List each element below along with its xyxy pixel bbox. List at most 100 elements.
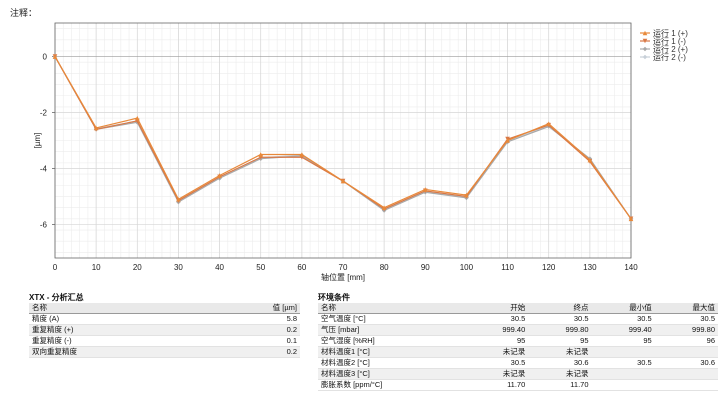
summary-body: 精度 (A) 5.8 重复精度 (+) 0.2 重复精度 (-) 0.1 双向重复精度 0.2: [29, 313, 300, 358]
data-point: [628, 216, 634, 222]
data-point: [93, 125, 99, 131]
table-cell: 95: [591, 335, 655, 347]
data-point: [587, 157, 593, 163]
table-cell: [591, 368, 655, 380]
table-cell: [591, 346, 655, 358]
x-tick-label: 10: [92, 263, 101, 272]
table-cell: [654, 379, 718, 391]
table-row: 重复精度 (-) 0.1: [29, 335, 300, 347]
table-row: 精度 (A) 5.8: [29, 313, 300, 325]
x-tick-label: 40: [215, 263, 224, 272]
data-point: [381, 205, 387, 210]
x-tick-label: 90: [421, 263, 430, 272]
x-tick-label: 60: [297, 263, 306, 272]
environment-header-row: 名称 开始 终点 最小值 最大值: [318, 303, 718, 314]
table-cell: 0.1: [198, 335, 300, 347]
legend-label: 运行 1 (-): [653, 36, 686, 46]
table-cell: 95: [465, 335, 529, 347]
table-cell: 30.5: [528, 313, 592, 325]
table-cell: 气压 [mbar]: [318, 324, 466, 336]
data-point: [258, 152, 264, 157]
table-cell: 未记录: [528, 346, 592, 358]
notes-label: 注释：: [10, 8, 38, 18]
table-row: 材料温度1 [°C] 未记录 未记录: [318, 346, 718, 358]
table-row: 材料温度2 [°C] 30.5 30.6 30.5 30.6: [318, 357, 718, 369]
table-cell: 30.5: [591, 313, 655, 325]
summary-title: XTX - 分析汇总: [29, 293, 84, 302]
table-cell: 未记录: [465, 346, 529, 358]
legend-label: 运行 1 (+): [653, 28, 688, 38]
data-point: [299, 152, 305, 157]
table-cell: 11.70: [528, 379, 592, 391]
legend-marker: [642, 38, 648, 44]
data-point: [176, 196, 181, 202]
legend-marker: [642, 54, 648, 60]
x-tick-label: 140: [624, 263, 638, 272]
legend-marker: [642, 30, 648, 36]
table-cell: 材料温度2 [°C]: [318, 357, 466, 369]
table-row: 膨胀系数 [ppm/°C] 11.70 11.70: [318, 379, 718, 391]
column-header: 最大值: [654, 303, 718, 314]
table-cell: 空气湿度 [%RH]: [318, 335, 466, 347]
environment-title: 环境条件: [318, 293, 350, 302]
summary-table: 名称值 [µm] 精度 (A) 5.8 重复精度 (+) 0.2 重复精度 (-) 0.1…: [29, 303, 300, 358]
table-cell: 30.6: [528, 357, 592, 369]
x-tick-label: 50: [256, 263, 265, 272]
column-header: 名称: [318, 303, 466, 314]
x-tick-label: 80: [380, 263, 389, 272]
column-header: 值 [µm]: [198, 303, 300, 314]
table-cell: 96: [654, 335, 718, 347]
line-chart: 0 10 20 30 40 50 60 70 80 90 100 110 120 130 140 0 -2 -4 -…: [33, 22, 688, 282]
legend-label: 运行 2 (+): [653, 44, 688, 54]
y-tick-label: -4: [40, 164, 48, 173]
data-point: [464, 192, 469, 198]
table-cell: 材料温度3 [°C]: [318, 368, 466, 380]
table-cell: 30.5: [591, 357, 655, 369]
table-row: 空气温度 [°C] 30.5 30.5 30.5 30.5: [318, 313, 718, 325]
x-tick-label: 110: [501, 263, 514, 272]
table-cell: 999.80: [654, 324, 718, 336]
table-cell: 空气温度 [°C]: [318, 313, 466, 325]
table-cell: 999.80: [528, 324, 592, 336]
table-cell: 95: [528, 335, 592, 347]
table-cell: 999.40: [465, 324, 529, 336]
y-tick-label: -6: [40, 220, 48, 229]
x-tick-label: 100: [460, 263, 474, 272]
table-cell: 999.40: [591, 324, 655, 336]
x-axis-title: 轴位置 [mm]: [321, 272, 365, 282]
data-point: [546, 121, 552, 127]
plot-frame: [54, 22, 632, 259]
table-cell: 30.5: [465, 313, 529, 325]
data-point: [52, 54, 58, 59]
table-cell: 材料温度1 [°C]: [318, 346, 466, 358]
table-cell: 未记录: [528, 368, 592, 380]
table-row: 空气湿度 [%RH] 95 95 95 96: [318, 335, 718, 347]
table-cell: 重复精度 (-): [29, 335, 199, 347]
x-tick-label: 120: [542, 263, 556, 272]
table-cell: 0.2: [198, 324, 300, 336]
summary-header-row: 名称值 [µm]: [29, 303, 300, 314]
y-tick-label: -2: [40, 109, 48, 118]
data-point: [505, 138, 510, 143]
table-row: 重复精度 (+) 0.2: [29, 324, 300, 336]
legend-label: 运行 2 (-): [653, 52, 686, 62]
table-cell: 30.5: [465, 357, 529, 369]
table-cell: 0.2: [198, 346, 300, 358]
table-cell: [654, 346, 718, 358]
y-tick-label: 0: [43, 53, 48, 62]
legend-marker: [642, 46, 648, 52]
column-header: 终点: [528, 303, 592, 314]
table-cell: [654, 368, 718, 380]
column-header: 开始: [465, 303, 529, 314]
environment-table: 名称 开始 终点 最小值 最大值 空气温度 [°C] 30.5 30.5 30.5 30.5 气压…: [318, 303, 718, 391]
table-cell: 11.70: [465, 379, 529, 391]
data-point: [134, 115, 140, 121]
table-row: 材料温度3 [°C] 未记录 未记录: [318, 368, 718, 380]
x-tick-label: 30: [174, 263, 183, 272]
x-tick-label: 70: [339, 263, 348, 272]
table-cell: 未记录: [465, 368, 529, 380]
table-cell: 重复精度 (+): [29, 324, 199, 336]
table-row: 气压 [mbar] 999.40 999.80 999.40 999.80: [318, 324, 718, 336]
data-point: [340, 178, 346, 184]
x-tick-label: 130: [583, 263, 597, 272]
